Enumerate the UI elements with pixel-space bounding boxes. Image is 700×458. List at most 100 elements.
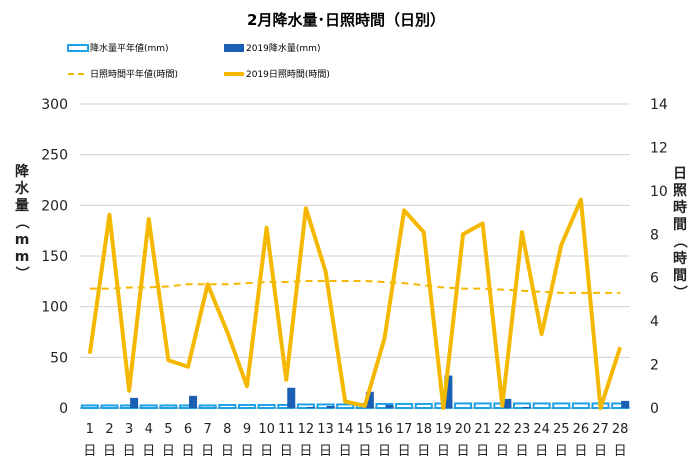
- x-tick-label: 4: [145, 422, 153, 437]
- x-tick-label: 25: [553, 422, 570, 437]
- precip-2019-bars: [130, 375, 630, 408]
- x-tick-suffix: 日: [417, 444, 430, 458]
- normal-precip-bar: [571, 402, 590, 410]
- x-tick-suffix: 日: [260, 444, 273, 458]
- legend-label-2019-precip: 2019降水量(mm): [246, 42, 320, 54]
- precip-2019-bar: [503, 398, 512, 408]
- x-tick-suffix: 日: [515, 444, 528, 458]
- right-tick-label: 4: [650, 314, 659, 330]
- x-tick-suffix: 日: [614, 444, 627, 458]
- x-tick-suffix: 日: [182, 444, 195, 458]
- x-tick-label: 22: [494, 422, 511, 437]
- x-tick-label: 3: [125, 422, 133, 437]
- left-tick-label: 100: [41, 300, 68, 316]
- precip-2019-bar: [444, 375, 453, 408]
- normal-precip-bar: [395, 402, 414, 409]
- legend-label-2019-sun: 2019日照時間(時間): [246, 69, 330, 80]
- left-tick-label: 250: [41, 148, 68, 164]
- x-tick-label: 13: [317, 422, 334, 437]
- x-tick-label: 10: [258, 422, 275, 437]
- x-tick-label: 8: [223, 422, 231, 437]
- left-axis-label: 降水量（mm）: [13, 163, 30, 280]
- sunshine-2019-line: [87, 197, 623, 410]
- left-axis-label-char: （: [13, 215, 29, 229]
- x-tick-label: 2: [105, 422, 113, 437]
- precip-2019-bar: [385, 404, 394, 408]
- x-tick-suffix: 日: [123, 444, 136, 458]
- x-tick-suffix: 日: [555, 444, 568, 458]
- left-tick-label: 0: [59, 401, 68, 417]
- normal-precip-bar: [414, 402, 433, 409]
- normal-precip-bar: [139, 404, 158, 410]
- left-tick-label: 200: [41, 198, 68, 214]
- x-tick-label: 21: [474, 422, 491, 437]
- x-tick-label: 14: [337, 422, 354, 437]
- x-tick-suffix: 日: [594, 444, 607, 458]
- precip-2019-bar: [621, 400, 630, 408]
- x-tick-label: 16: [376, 422, 393, 437]
- x-tick-suffix: 日: [339, 444, 352, 458]
- precip-2019-bar: [189, 395, 198, 408]
- x-tick-label: 27: [592, 422, 609, 437]
- gridlines: [80, 103, 630, 409]
- left-axis-label-char: m: [15, 249, 30, 265]
- x-tick-suffix: 日: [162, 444, 175, 458]
- precip-2019-bar: [522, 406, 531, 408]
- x-tick-suffix: 日: [142, 444, 155, 458]
- x-tick-label: 7: [204, 422, 212, 437]
- left-tick-label: 300: [41, 97, 68, 113]
- legend-label-normal-precip: 降水量平年値(mm): [90, 42, 169, 54]
- precip-2019-bar: [365, 391, 374, 408]
- x-tick-suffix: 日: [476, 444, 489, 458]
- x-tick-suffix: 日: [319, 444, 332, 458]
- x-tick-label: 11: [278, 422, 295, 437]
- right-axis-label-char: ）: [671, 285, 687, 299]
- normal-precip-bar: [257, 403, 276, 409]
- normal-precip-bar: [454, 402, 473, 410]
- right-axis-label-char: 日: [673, 166, 687, 182]
- x-tick-label: 26: [573, 422, 590, 437]
- normal-precip-bar: [218, 403, 237, 409]
- precip-2019-bar: [130, 397, 139, 408]
- right-axis-label-char: 間: [673, 268, 687, 284]
- x-tick-suffix: 日: [299, 444, 312, 458]
- right-tick-label: 6: [650, 271, 659, 287]
- legend-label-normal-sun: 日照時間平年値(時間): [90, 68, 178, 80]
- x-tick-suffix: 日: [378, 444, 391, 458]
- x-tick-label: 6: [184, 422, 192, 437]
- right-tick-label: 12: [650, 140, 668, 156]
- normal-precip-bar: [237, 403, 256, 409]
- left-axis-label-char: 水: [15, 180, 30, 197]
- right-axis-label-char: 時: [673, 199, 687, 216]
- x-tick-suffix: 日: [83, 444, 96, 458]
- x-tick-suffix: 日: [240, 444, 253, 458]
- legend-swatch-2019-precip: [224, 44, 244, 52]
- right-tick-label: 8: [650, 227, 659, 243]
- x-tick-label: 23: [514, 422, 531, 437]
- x-tick-label: 1: [86, 422, 94, 437]
- x-axis-ticks: 1日2日3日4日5日6日7日8日9日10日11日12日13日14日15日16日1…: [83, 422, 628, 458]
- precip-2019-bar: [306, 406, 315, 408]
- left-tick-label: 150: [41, 249, 68, 265]
- left-axis-label-char: 降: [15, 163, 30, 180]
- precip-2019-bar: [326, 405, 335, 408]
- normal-precip-bar: [159, 404, 178, 410]
- normal-precip-bar: [532, 402, 551, 410]
- normal-precip-bar: [336, 403, 355, 410]
- x-tick-label: 15: [357, 422, 374, 437]
- x-tick-suffix: 日: [103, 444, 116, 458]
- right-tick-label: 14: [650, 97, 668, 113]
- right-axis-ticks: 0 2 4 6 8 10 12 14: [650, 97, 668, 417]
- x-tick-label: 18: [415, 422, 432, 437]
- x-tick-suffix: 日: [201, 444, 214, 458]
- left-axis-label-char: m: [15, 232, 30, 248]
- right-axis-label-char: 間: [673, 217, 687, 233]
- x-tick-suffix: 日: [280, 444, 293, 458]
- x-tick-suffix: 日: [496, 444, 509, 458]
- left-axis-ticks: 0 50 100 150 200 250 300: [41, 97, 68, 417]
- right-tick-label: 2: [650, 358, 659, 374]
- normal-precip-bar: [198, 404, 217, 410]
- normal-precip-bar: [100, 404, 119, 410]
- normal-precip-bar: [552, 402, 571, 410]
- x-tick-suffix: 日: [574, 444, 587, 458]
